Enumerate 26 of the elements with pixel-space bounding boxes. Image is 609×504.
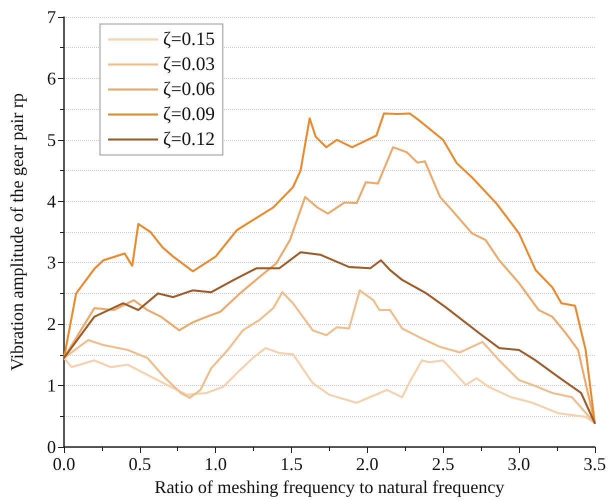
legend-label: ζ=0.12 [163, 129, 215, 150]
y-tick-label: 7 [47, 7, 56, 27]
y-tick-label: 2 [47, 314, 56, 334]
line-series [63, 251, 596, 424]
legend-label: ζ=0.15 [163, 29, 215, 50]
x-tick-label: 1.0 [204, 454, 227, 474]
y-tick-label: 6 [47, 68, 56, 88]
y-tick-label: 0 [47, 437, 56, 457]
x-tick-label: 0.0 [52, 454, 76, 474]
y-tick-label: 5 [47, 130, 56, 150]
x-tick-label: 3.5 [584, 454, 606, 474]
y-tick-label: 3 [47, 252, 56, 273]
line-series [63, 347, 596, 424]
y-tick-label: 1 [47, 376, 56, 396]
x-tick-label: 2.0 [356, 454, 379, 474]
line-series [63, 289, 596, 424]
x-tick-label: 3.0 [508, 454, 530, 474]
x-tick-label: 1.5 [280, 454, 303, 474]
x-axis-title: Ratio of meshing frequency to natural frequency [154, 476, 504, 497]
x-tick-label: 2.5 [432, 454, 454, 474]
y-axis-title: Vibration amplitude of the gear pair rp [7, 93, 27, 371]
legend-label: ζ=0.09 [163, 104, 215, 125]
y-tick-label: 4 [47, 191, 56, 212]
x-tick-label: 0.5 [128, 454, 152, 474]
legend-label: ζ=0.03 [163, 54, 215, 75]
legend-label: ζ=0.06 [163, 79, 215, 100]
